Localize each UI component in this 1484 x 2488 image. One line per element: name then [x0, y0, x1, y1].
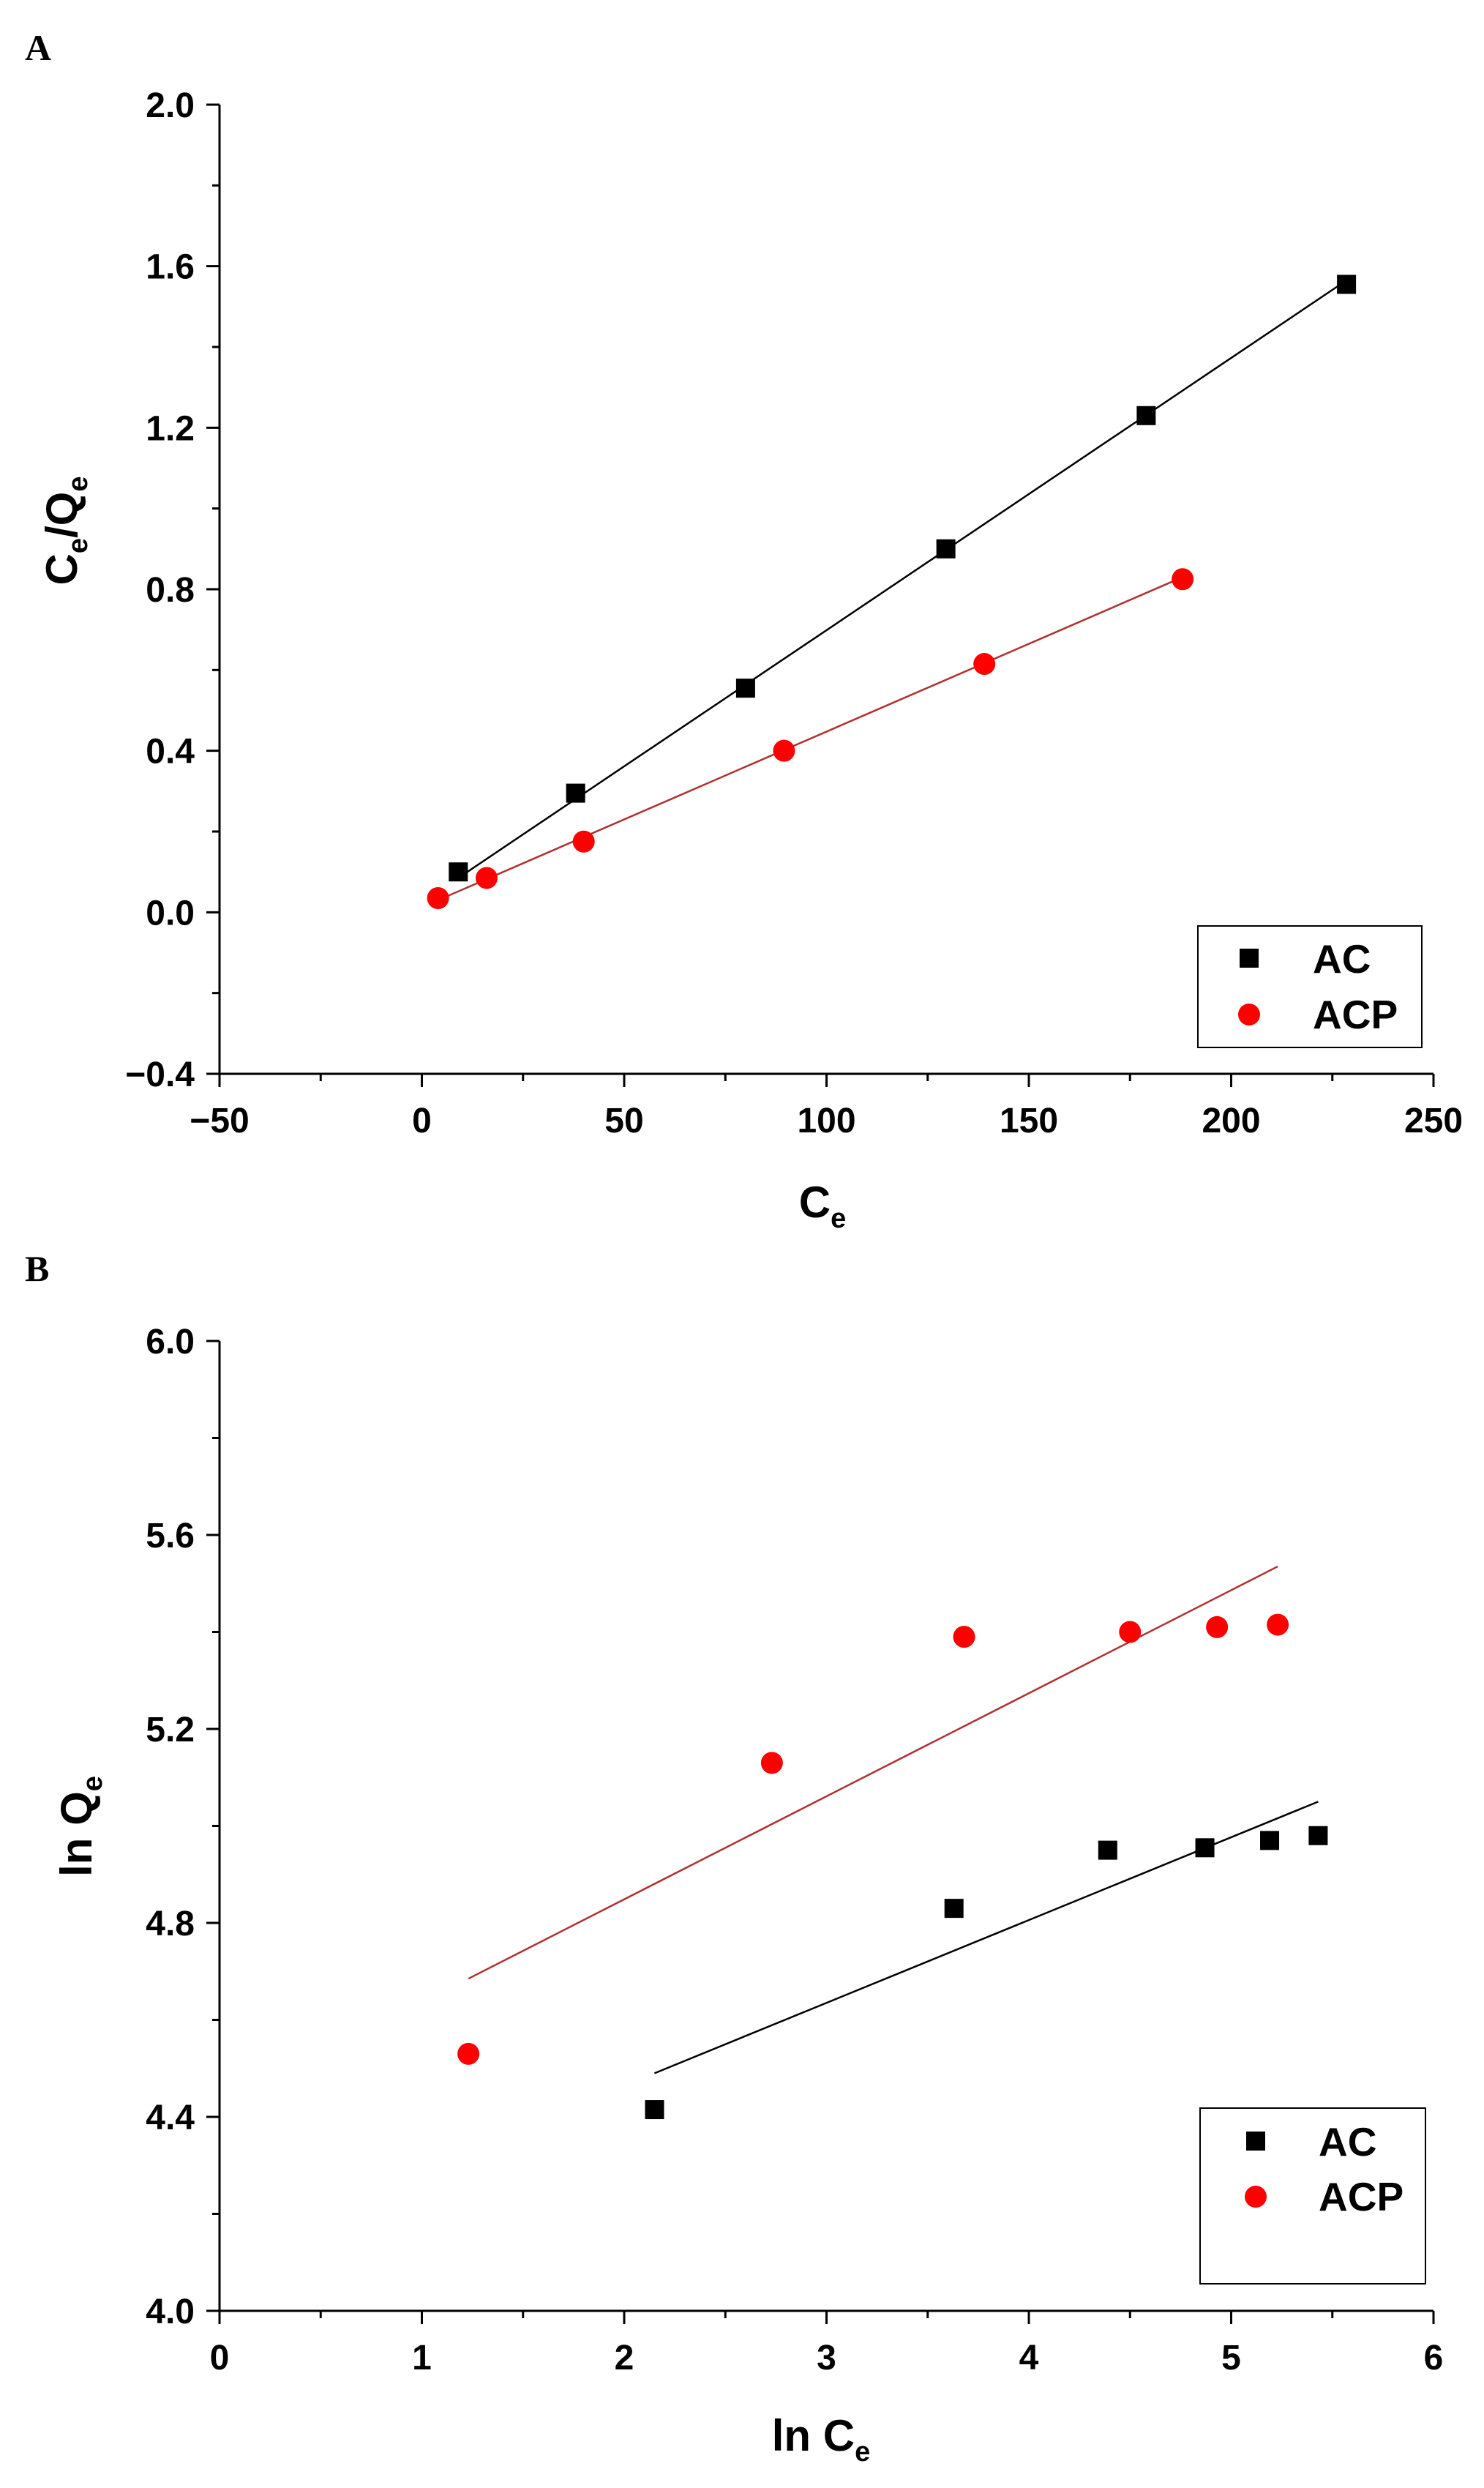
panel-b-y-tick-label: 4.8 — [146, 1905, 195, 1943]
panel-a-point-ac — [566, 783, 585, 803]
panel-a-point-acp — [475, 867, 498, 889]
panel-a-y-tick-label: 0.8 — [146, 571, 195, 610]
panel-b-fit-lines — [468, 1565, 1319, 2074]
panel-a-point-ac — [735, 679, 755, 698]
panel-a-data-points — [427, 274, 1357, 910]
panel-a-y-tick-label: 1.2 — [146, 409, 195, 448]
panel-b-x-tick-label: 2 — [615, 2339, 634, 2377]
panel-b-legend: AC ACP — [1199, 2107, 1426, 2285]
panel-b-point-ac — [645, 2100, 664, 2120]
panel-a-legend-ac-label: AC — [1313, 936, 1371, 982]
panel-b-point-acp — [457, 2042, 480, 2065]
panel-a-y-tick-label: 0.0 — [146, 894, 195, 933]
panel-b-axes: 0 1 2 3 4 5 6 4.0 4.4 4.8 5.2 5.6 6.0 — [146, 1323, 1443, 2377]
panel-a-point-acp — [973, 653, 996, 676]
panel-a-legend: AC ACP — [1197, 925, 1423, 1048]
panel-b-y-axis-title: ln Qe — [52, 1776, 108, 1877]
panel-a-legend-ac-marker — [1240, 949, 1259, 968]
panel-b-point-ac — [1260, 1831, 1280, 1850]
panel-a-point-acp — [427, 887, 449, 910]
panel-b-point-acp — [1206, 1615, 1229, 1638]
panel-letter-b: B — [25, 1248, 49, 1289]
panel-b-x-tick-label: 1 — [412, 2339, 432, 2377]
panel-b-legend-ac-marker — [1246, 2132, 1265, 2151]
panel-a-legend-acp-label: ACP — [1313, 992, 1398, 1037]
panel-a-x-tick-label: 0 — [412, 1102, 432, 1140]
panel-a-x-tick-label: −50 — [190, 1102, 249, 1140]
panel-b-point-acp — [1267, 1613, 1289, 1636]
panel-a-x-axis-title: Ce — [799, 1178, 846, 1234]
panel-a-x-tick-label: 50 — [604, 1102, 643, 1140]
panel-a-legend-acp-marker — [1238, 1004, 1260, 1026]
panel-b-y-tick-label: 5.2 — [146, 1711, 195, 1749]
panel-a-axes: −50 0 50 100 150 200 250 −0.4 0.0 0.4 0.8 1.2 1.6 2.0 — [125, 86, 1463, 1140]
panel-b-x-tick-label: 0 — [210, 2339, 230, 2377]
panel-b-point-acp — [760, 1752, 783, 1774]
panel-a-point-acp — [1172, 568, 1194, 591]
panel-b-legend-acp-label: ACP — [1319, 2174, 1404, 2219]
panel-b-x-tick-label: 5 — [1221, 2339, 1241, 2377]
panel-a-point-ac — [1337, 274, 1357, 294]
panel-letter-a: A — [25, 27, 51, 68]
panel-a-point-ac — [1136, 406, 1156, 425]
panel-b-y-tick-label: 6.0 — [146, 1323, 195, 1361]
panel-a-fit-lines — [438, 279, 1347, 901]
panel-a-legend-box — [1197, 925, 1423, 1048]
panel-b-point-ac — [944, 1899, 964, 1919]
panel-b-legend-box — [1199, 2107, 1426, 2285]
panel-a-x-tick-label: 150 — [1000, 1102, 1058, 1140]
panel-b-legend-ac-label: AC — [1319, 2119, 1376, 2164]
panel-b-x-tick-label: 6 — [1424, 2339, 1444, 2377]
panel-a-x-tick-label: 200 — [1202, 1102, 1260, 1140]
panel-b-x-tick-label: 3 — [817, 2339, 836, 2377]
panel-a-point-ac — [936, 539, 956, 559]
panel-a-point-acp — [773, 739, 795, 762]
panel-a-x-tick-label: 250 — [1404, 1102, 1463, 1140]
panel-b-x-tick-label: 4 — [1019, 2339, 1039, 2377]
panel-b-x-axis-title: ln Ce — [772, 2411, 870, 2468]
panel-b-y-tick-label: 4.0 — [146, 2293, 195, 2331]
panel-a-y-tick-label: 1.6 — [146, 248, 195, 287]
panel-a-x-tick-label: 100 — [797, 1102, 855, 1140]
panel-a: A −50 0 50 100 150 200 250 −0.4 0.0 0.4 0.8 1.2 1.6 2… — [25, 27, 1463, 1234]
panel-a-point-acp — [572, 830, 595, 853]
panel-a-y-tick-label: 0.4 — [146, 733, 195, 772]
panel-a-y-axis-title: Ce/Qe — [37, 477, 94, 586]
panel-b-fit-line-acp — [468, 1565, 1278, 1980]
panel-b-point-acp — [953, 1626, 975, 1648]
panel-b: B 0 1 2 3 4 5 64.04.44.85.25.66.0 ln Qe ln Ce … — [25, 1248, 1443, 2468]
panel-b-point-acp — [1119, 1621, 1142, 1643]
panel-a-y-tick-label: −0.4 — [125, 1056, 195, 1094]
panel-a-fit-line-ac — [457, 279, 1347, 879]
panel-b-y-tick-label: 5.6 — [146, 1517, 195, 1555]
panel-b-legend-acp-marker — [1245, 2186, 1267, 2208]
panel-b-point-ac — [1098, 1840, 1117, 1860]
panel-b-fit-line-ac — [654, 1801, 1319, 2074]
panel-a-point-ac — [449, 862, 468, 882]
panel-b-data-points — [457, 1613, 1328, 2120]
panel-b-point-ac — [1308, 1826, 1328, 1845]
panel-b-y-tick-label: 4.4 — [146, 2099, 195, 2137]
panel-b-point-ac — [1195, 1838, 1215, 1858]
panel-a-fit-line-acp — [438, 576, 1183, 901]
panel-a-y-tick-label: 2.0 — [146, 86, 195, 125]
